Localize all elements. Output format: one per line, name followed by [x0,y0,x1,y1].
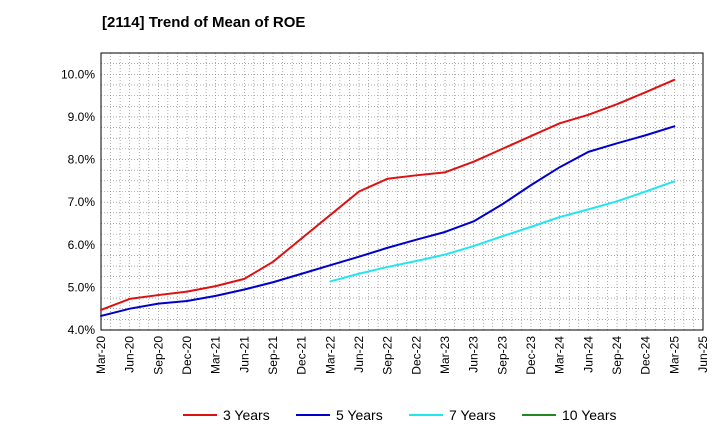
x-tick-label: Mar-20 [94,336,108,374]
y-tick-label: 7.0% [68,195,96,209]
legend-label: 3 Years [223,407,270,423]
x-tick-label: Dec-21 [295,336,309,375]
y-tick-label: 6.0% [68,238,96,252]
x-tick-label: Jun-23 [467,336,481,373]
x-tick-label: Dec-24 [639,336,653,375]
legend-label: 5 Years [336,407,383,423]
y-tick-label: 5.0% [68,280,96,294]
series-layer [100,78,676,317]
x-tick-label: Jun-21 [237,336,251,373]
y-tick-label: 10.0% [61,67,95,81]
y-tick-label: 9.0% [68,110,96,124]
x-tick-label: Sep-21 [266,336,280,375]
grid-layer [101,53,703,330]
x-tick-label: Sep-24 [610,336,624,375]
series-line-5-years [100,125,676,317]
series-line-7-years [329,180,676,283]
x-tick-label: Jun-20 [123,336,137,373]
x-tick-label: Dec-20 [180,336,194,375]
x-tick-label: Dec-23 [524,336,538,375]
legend: 3 Years 5 Years 7 Years 10 Years [183,407,617,423]
axis-layer: 4.0% 5.0% 6.0% 7.0% 8.0% 9.0% 10.0% Mar-20 Jun-2… [61,67,710,374]
x-tick-label: Sep-23 [495,336,509,375]
x-tick-label: Mar-21 [209,336,223,374]
x-tick-label: Mar-23 [438,336,452,374]
y-tick-label: 4.0% [68,323,96,337]
x-tick-label: Jun-24 [581,336,595,373]
plot-frame [100,52,704,331]
x-tick-label: Mar-25 [667,336,681,374]
series-line-3-years [100,78,676,311]
y-tick-label: 8.0% [68,153,96,167]
x-tick-label: Mar-24 [553,336,567,374]
x-tick-label: Sep-22 [381,336,395,375]
legend-label: 10 Years [562,407,617,423]
x-tick-label: Mar-22 [323,336,337,374]
legend-label: 7 Years [449,407,496,423]
x-tick-label: Dec-22 [409,336,423,375]
x-tick-label: Sep-20 [151,336,165,375]
x-tick-label: Jun-22 [352,336,366,373]
chart-title: [2114] Trend of Mean of ROE [102,14,306,31]
x-tick-label: Jun-25 [696,336,710,373]
